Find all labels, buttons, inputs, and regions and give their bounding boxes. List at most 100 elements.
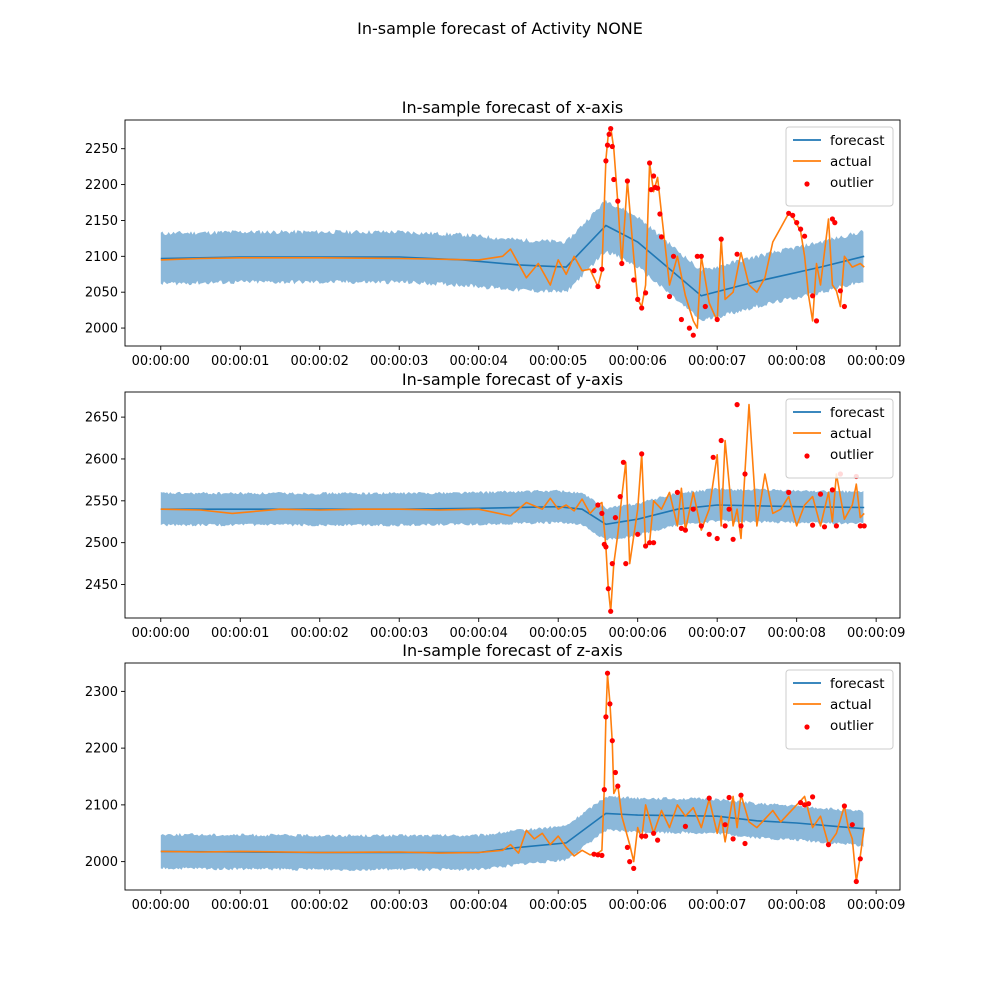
outlier-point [682, 823, 689, 830]
outlier-point [604, 670, 611, 676]
outlier-point [825, 842, 832, 848]
outlier-point [595, 502, 601, 508]
legend: forecast actual outlier [785, 398, 894, 479]
confidence-band [160, 795, 864, 872]
legend-actual-label: actual [830, 426, 872, 442]
legend-forecast-label: forecast [830, 676, 885, 692]
subplot-z-axis: In-sample forecast of z-axis 00:00:00 00:0… [85, 641, 905, 913]
outlier-point [857, 523, 863, 529]
outlier-point [837, 288, 844, 294]
outlier-point [591, 851, 597, 857]
outlier-point [698, 253, 704, 259]
legend: forecast actual outlier [785, 669, 894, 750]
outlier-point [734, 402, 740, 408]
outlier-point [821, 524, 828, 530]
axes-frame [124, 119, 901, 347]
outlier-point [714, 535, 720, 542]
outlier-point [730, 836, 736, 842]
outlier-point [643, 290, 649, 296]
y-tick-label: 2300 [85, 685, 118, 700]
outlier-point [603, 544, 609, 550]
outlier-point [617, 494, 623, 500]
y-tick-label: 2000 [85, 855, 118, 870]
outlier-point [722, 822, 728, 828]
x-tick-label: 00:00:07 [688, 354, 746, 369]
x-tick-label: 00:00:06 [608, 898, 666, 913]
x-tick-label: 00:00:07 [688, 898, 746, 913]
outlier-point [802, 802, 808, 808]
outlier-point [631, 277, 637, 283]
outlier-point [603, 714, 609, 720]
outlier-point [710, 454, 716, 460]
outlier-point [806, 801, 812, 807]
x-tick-label: 00:00:05 [529, 626, 587, 641]
plot-area [160, 126, 865, 338]
outlier-point [607, 701, 613, 707]
outlier-point [595, 283, 601, 290]
outlier-point [686, 325, 693, 331]
outlier-point [670, 253, 677, 259]
y-tick-label: 2600 [85, 452, 118, 467]
outlier-point [678, 316, 685, 323]
outlier-point [813, 318, 820, 324]
figure-title: In-sample forecast of Activity NONE [357, 19, 643, 38]
outlier-point [798, 226, 804, 232]
y-tick-label: 2050 [85, 286, 118, 301]
y-tick-label: 2100 [85, 250, 118, 265]
x-tick-label: 00:00:09 [847, 354, 905, 369]
x-tick-label: 00:00:05 [529, 898, 587, 913]
outlier-point [647, 160, 653, 166]
x-tick-label: 00:00:06 [608, 354, 666, 369]
x-tick-label: 00:00:01 [211, 626, 269, 641]
outlier-point [832, 220, 838, 226]
outlier-point [666, 293, 673, 300]
outlier-point [841, 803, 848, 809]
outlier-point [655, 185, 661, 191]
subplot-title: In-sample forecast of x-axis [402, 98, 623, 117]
x-tick-label: 00:00:08 [767, 354, 825, 369]
outlier-point [674, 489, 681, 495]
outlier-point [742, 471, 748, 477]
outlier-point [706, 531, 712, 537]
outlier-point [790, 212, 796, 218]
y-tick-label: 2200 [85, 742, 118, 757]
outlier-point [738, 792, 744, 798]
outlier-point [698, 523, 704, 529]
outlier-point [609, 738, 615, 744]
outlier-point [624, 178, 631, 184]
outlier-point [786, 489, 792, 495]
outlier-point [678, 525, 685, 532]
x-tick-label: 00:00:00 [132, 898, 190, 913]
outlier-point [651, 830, 657, 836]
outlier-point [631, 865, 637, 872]
outlier-point [609, 561, 615, 567]
plot-area [160, 402, 867, 614]
outlier-point [612, 515, 619, 521]
subplot-title: In-sample forecast of z-axis [402, 641, 622, 660]
legend-actual-label: actual [830, 154, 872, 170]
plot-area [160, 670, 865, 885]
outlier-point [714, 316, 720, 323]
x-tick-label: 00:00:00 [132, 626, 190, 641]
outlier-point [647, 540, 653, 546]
outlier-point [599, 510, 605, 516]
x-tick-label: 00:00:04 [450, 898, 508, 913]
outlier-point [643, 833, 649, 839]
outlier-point [694, 253, 700, 259]
outlier-point [651, 540, 657, 546]
outlier-point [627, 859, 633, 865]
outlier-point [810, 522, 816, 528]
outlier-point [599, 266, 605, 272]
outlier-point [651, 173, 657, 179]
outlier-point [798, 800, 804, 806]
outlier-point [639, 451, 645, 457]
outlier-point [655, 837, 661, 843]
outlier-point [833, 523, 840, 529]
outlier-point [786, 210, 792, 216]
outlier-point [690, 332, 696, 338]
outlier-point [591, 268, 597, 274]
outlier-point [595, 852, 601, 858]
outlier-point [690, 506, 696, 512]
x-tick-label: 00:00:00 [132, 354, 190, 369]
y-tick-label: 2000 [85, 322, 118, 337]
